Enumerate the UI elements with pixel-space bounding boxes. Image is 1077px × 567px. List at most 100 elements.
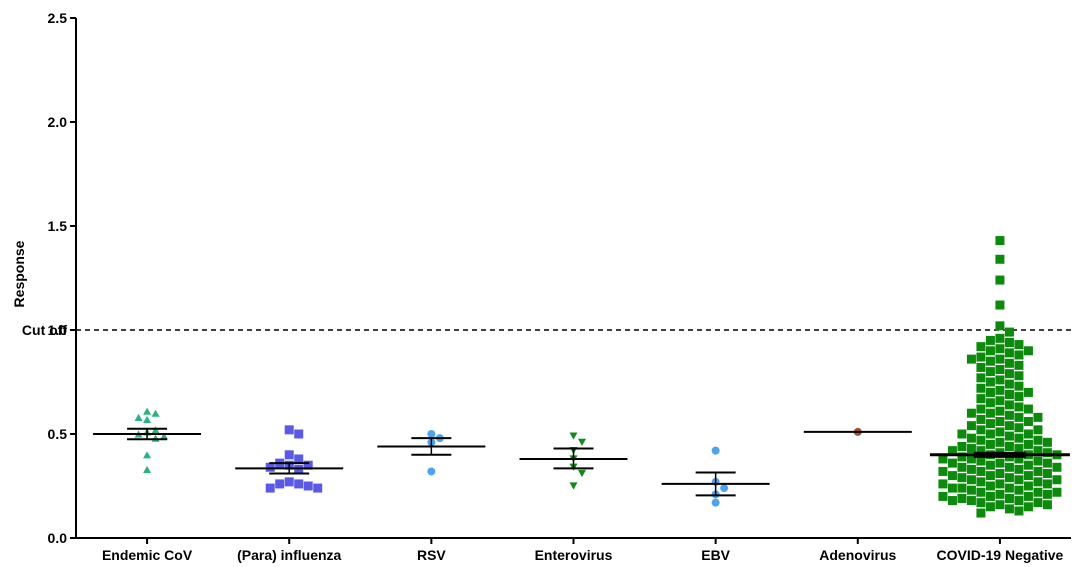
data-point (1033, 435, 1043, 445)
data-points (134, 236, 1062, 518)
data-point (151, 426, 160, 434)
data-point (1014, 464, 1024, 474)
data-point (985, 419, 995, 429)
data-point (1014, 360, 1024, 370)
data-point (957, 462, 967, 472)
y-axis-label: Response (11, 240, 27, 307)
data-point (1023, 439, 1033, 449)
data-point (143, 465, 152, 473)
data-point (966, 444, 976, 454)
data-point (1052, 487, 1062, 497)
data-point (1033, 456, 1043, 466)
data-point (995, 365, 1005, 375)
data-point (1004, 473, 1014, 483)
data-point (957, 452, 967, 462)
data-point (966, 433, 976, 443)
data-point (578, 438, 586, 446)
data-point (995, 437, 1005, 447)
x-tick-label: Enterovirus (535, 547, 613, 563)
data-point (985, 491, 995, 501)
y-tick-label: 1.0 (48, 322, 68, 338)
data-point (1052, 462, 1062, 472)
data-point (1014, 496, 1024, 506)
data-point (976, 498, 986, 508)
data-point (947, 446, 957, 456)
data-point (995, 321, 1005, 331)
data-point (569, 432, 578, 440)
data-point (976, 466, 986, 476)
data-point (966, 354, 976, 364)
data-point (294, 454, 304, 464)
data-point (976, 477, 986, 487)
data-point (995, 236, 1005, 246)
data-point (1023, 404, 1033, 414)
data-point (957, 429, 967, 439)
data-point (1004, 421, 1014, 431)
data-point (947, 458, 957, 468)
data-point (1014, 371, 1024, 381)
data-point (720, 484, 729, 493)
data-point (313, 483, 323, 493)
data-point (976, 508, 986, 518)
x-tick-label: RSV (417, 547, 446, 563)
data-point (1033, 466, 1043, 476)
data-point (995, 406, 1005, 416)
data-point (1033, 477, 1043, 487)
data-point (1004, 462, 1014, 472)
y-tick-label: 2.0 (48, 114, 68, 130)
data-point (1014, 402, 1024, 412)
data-point (1004, 441, 1014, 451)
data-point (957, 493, 967, 503)
mean-sem-bars (93, 427, 1070, 497)
data-point (151, 434, 160, 442)
data-point (1033, 498, 1043, 508)
data-point (1014, 485, 1024, 495)
x-tick-label: (Para) influenza (237, 547, 341, 563)
data-point (1014, 340, 1024, 350)
data-point (1004, 400, 1014, 410)
data-point (569, 482, 578, 490)
data-point (985, 346, 995, 356)
data-point (985, 367, 995, 377)
data-point (275, 479, 285, 489)
data-point (938, 479, 948, 489)
data-point (966, 475, 976, 485)
data-point (995, 375, 1005, 385)
data-point (151, 409, 160, 417)
data-point (995, 333, 1005, 343)
data-point (995, 500, 1005, 510)
data-point (1004, 369, 1014, 379)
data-point (976, 394, 986, 404)
data-point (966, 408, 976, 418)
data-point (985, 356, 995, 366)
data-point (957, 473, 967, 483)
data-point (1023, 491, 1033, 501)
data-point (966, 454, 976, 464)
data-point (1004, 327, 1014, 337)
data-point (1023, 417, 1033, 427)
data-point (976, 456, 986, 466)
data-point (995, 344, 1005, 354)
data-point (1042, 479, 1052, 489)
data-point (976, 352, 986, 362)
data-point (966, 496, 976, 506)
data-point (1042, 469, 1052, 479)
data-point (294, 479, 304, 489)
data-point (1023, 460, 1033, 470)
data-point (1004, 410, 1014, 420)
data-point (1042, 489, 1052, 499)
data-point (1023, 502, 1033, 512)
data-point (985, 439, 995, 449)
data-point (938, 454, 948, 464)
data-point (985, 460, 995, 470)
data-point (284, 450, 294, 460)
data-point (995, 354, 1005, 364)
data-point (976, 414, 986, 424)
data-point (995, 458, 1005, 468)
data-point (1033, 425, 1043, 435)
data-point (143, 415, 152, 424)
data-point (947, 471, 957, 481)
data-point (1014, 350, 1024, 360)
x-tick-label: Adenovirus (819, 547, 896, 563)
